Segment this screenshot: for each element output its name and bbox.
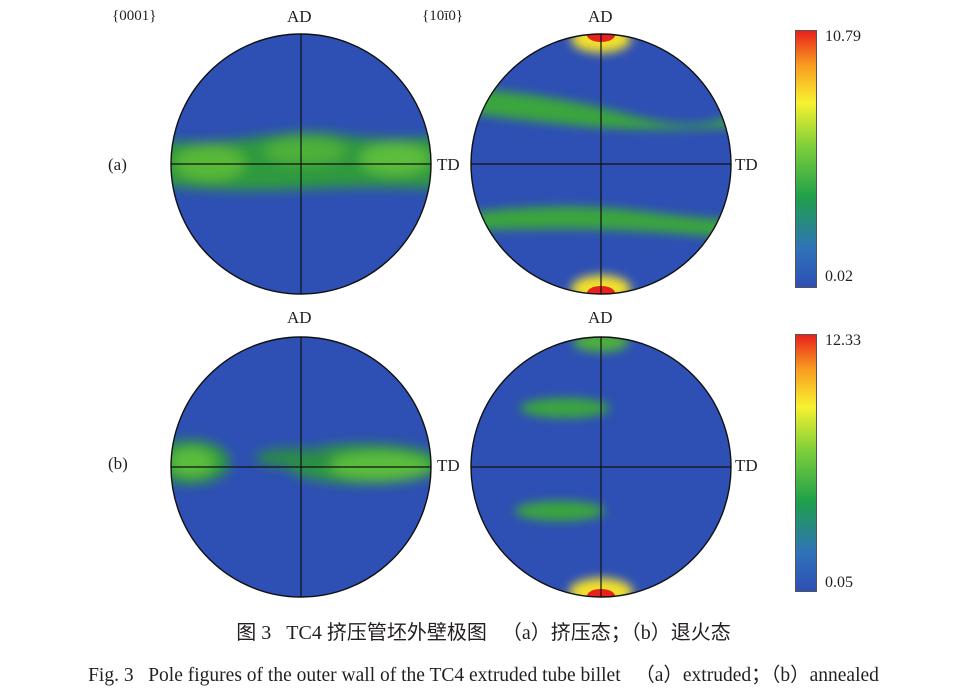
ad-label-a-right: AD [588,7,613,26]
td-label-a-left: TD [437,155,460,174]
colorbar-a-max: 10.79 [825,28,861,45]
pole-figure-a-10-10 [470,33,732,295]
ad-label-b-right: AD [588,308,613,327]
colorbar-a-min: 0.02 [825,268,853,285]
caption-chinese: 图 3 TC4 挤压管坯外壁极图 （a）挤压态；（b）退火态 [236,622,731,644]
ad-label-a-left: AD [287,7,312,26]
ad-label-b-left: AD [287,308,312,327]
row-label-a: (a) [108,155,127,174]
colorbar-b-min: 0.05 [825,574,853,591]
colorbar-a [795,30,817,288]
pole-figure-b-0001 [170,336,432,598]
row-label-b: (b) [108,454,128,473]
plane-label-10-10: {10ī0} [422,8,464,24]
colorbar-b-max: 12.33 [825,332,861,349]
td-label-a-right: TD [735,155,758,174]
pole-figure-a-0001 [170,33,432,295]
plane-label-0001: {0001} [112,8,157,24]
td-label-b-right: TD [735,456,758,475]
td-label-b-left: TD [437,456,460,475]
caption-english: Fig. 3 Pole figures of the outer wall of… [88,665,879,686]
pole-figure-b-10-10 [470,336,732,598]
colorbar-b [795,334,817,592]
